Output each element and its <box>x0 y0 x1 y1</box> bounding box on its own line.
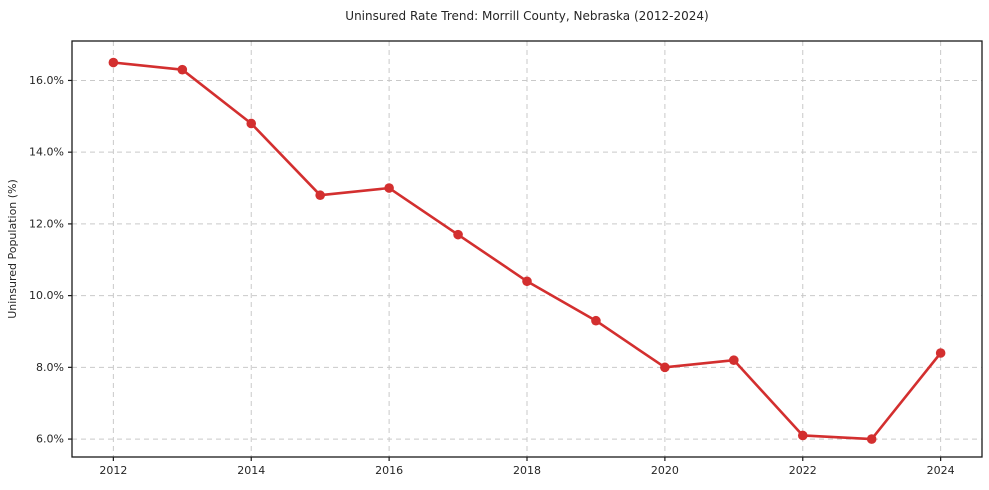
chart-title: Uninsured Rate Trend: Morrill County, Ne… <box>345 9 709 23</box>
data-point-2021 <box>729 355 739 365</box>
data-point-2018 <box>522 276 532 287</box>
data-point-2017 <box>453 229 463 240</box>
data-point-2022 <box>797 430 808 441</box>
data-point-2014 <box>246 118 257 129</box>
y-tick-label: 6.0% <box>36 433 64 446</box>
y-tick-label: 8.0% <box>36 361 64 374</box>
y-tick-label: 16.0% <box>29 74 64 87</box>
y-tick-label: 14.0% <box>29 146 64 159</box>
x-tick-label: 2022 <box>789 464 817 477</box>
data-point-2023 <box>866 434 877 444</box>
x-tick-label: 2014 <box>237 464 265 477</box>
y-tick-label: 12.0% <box>29 217 64 230</box>
x-tick-label: 2020 <box>651 464 679 477</box>
data-point-2015 <box>315 190 325 201</box>
x-tick-label: 2012 <box>99 464 127 477</box>
data-point-2024 <box>935 348 946 358</box>
data-point-2013 <box>177 64 188 75</box>
data-point-2016 <box>384 183 394 193</box>
x-tick-label: 2018 <box>513 464 541 477</box>
x-tick-label: 2024 <box>927 464 955 477</box>
data-point-2019 <box>591 315 601 326</box>
data-point-2020 <box>660 362 670 373</box>
y-tick-label: 10.0% <box>29 289 64 302</box>
x-tick-label: 2016 <box>375 464 403 477</box>
data-point-2012 <box>108 57 119 68</box>
